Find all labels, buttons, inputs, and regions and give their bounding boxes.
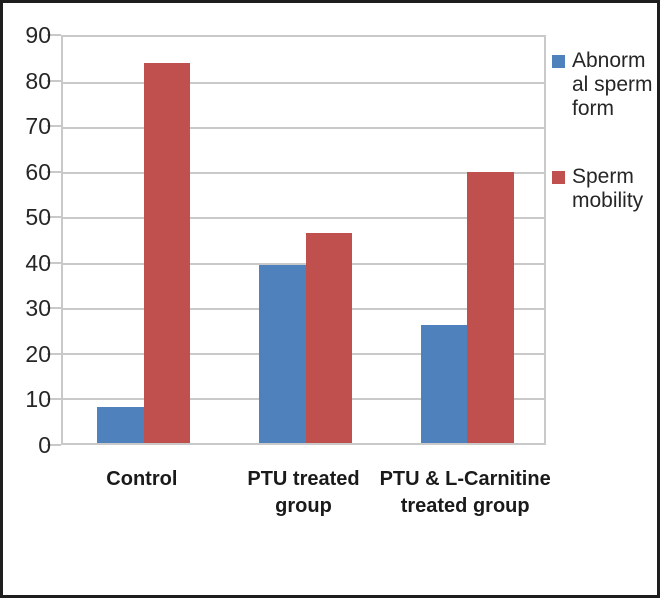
bar-abnormal-sperm-form-ptu-l-carnitine-treated-group xyxy=(420,324,468,443)
legend-item-abnormal-sperm-form: Abnorm al sperm form xyxy=(552,49,653,121)
legend: Abnorm al sperm form Sperm mobility xyxy=(552,49,653,213)
y-tick-label-70: 70 xyxy=(25,113,51,140)
y-tick-label-10: 10 xyxy=(25,386,51,413)
y-tick-70 xyxy=(47,125,61,128)
bar-abnormal-sperm-form-control xyxy=(97,406,144,443)
bar-sperm-mobility-ptu-l-carnitine-treated-group xyxy=(467,171,514,443)
x-axis-label-line: group xyxy=(275,495,332,517)
y-tick-30 xyxy=(47,307,61,310)
bar-abnormal-sperm-form-ptu-treated-group xyxy=(259,265,306,443)
gridline-40 xyxy=(63,262,544,265)
y-tick-0 xyxy=(47,444,61,446)
x-axis-label-line: PTU treated xyxy=(247,468,360,490)
gridline-60 xyxy=(63,172,544,175)
legend-label-line: mobility xyxy=(572,189,644,212)
y-tick-80 xyxy=(47,79,61,82)
legend-label-line: Abnorm xyxy=(572,49,646,72)
y-tick-label-30: 30 xyxy=(25,295,51,322)
legend-label-sperm-mobility: Sperm mobility xyxy=(572,165,643,213)
legend-label-line: form xyxy=(572,97,614,120)
y-tick-10 xyxy=(47,398,61,401)
y-tick-50 xyxy=(47,216,61,219)
x-axis-label-ptu-l-carnitine-treated-group: PTU & L-Carnitine treated group xyxy=(377,466,553,520)
y-tick-label-80: 80 xyxy=(25,67,51,94)
y-tick-60 xyxy=(47,170,61,173)
x-axis-label-line: treated group xyxy=(400,495,530,517)
legend-label-line: Sperm xyxy=(572,165,634,188)
legend-marker-abnormal-sperm-form xyxy=(552,55,565,68)
x-axis-label-line: Control xyxy=(106,468,178,490)
gridline-70 xyxy=(63,127,544,130)
gridline-50 xyxy=(63,217,544,220)
legend-marker-sperm-mobility xyxy=(552,171,565,184)
bar-sperm-mobility-control xyxy=(143,62,191,443)
x-axis-label-ptu-treated-group: PTU treated group xyxy=(216,466,392,520)
bar-sperm-mobility-ptu-treated-group xyxy=(305,233,352,443)
y-tick-90 xyxy=(47,34,61,36)
legend-item-sperm-mobility: Sperm mobility xyxy=(552,165,653,213)
x-axis-label-line: PTU & L-Carnitine xyxy=(379,468,551,490)
y-tick-label-50: 50 xyxy=(25,204,51,231)
y-tick-label-20: 20 xyxy=(25,340,51,367)
legend-label-abnormal-sperm-form: Abnorm al sperm form xyxy=(572,49,653,121)
x-axis-label-control: Control xyxy=(54,466,230,493)
y-tick-label-40: 40 xyxy=(25,249,51,276)
y-tick-40 xyxy=(47,261,61,264)
y-tick-label-0: 0 xyxy=(38,432,51,458)
y-tick-20 xyxy=(47,352,61,355)
gridline-80 xyxy=(63,82,544,85)
legend-label-line: al sperm xyxy=(572,73,653,96)
y-tick-label-90: 90 xyxy=(25,22,51,48)
plot-area xyxy=(61,35,546,445)
y-tick-label-60: 60 xyxy=(25,158,51,185)
